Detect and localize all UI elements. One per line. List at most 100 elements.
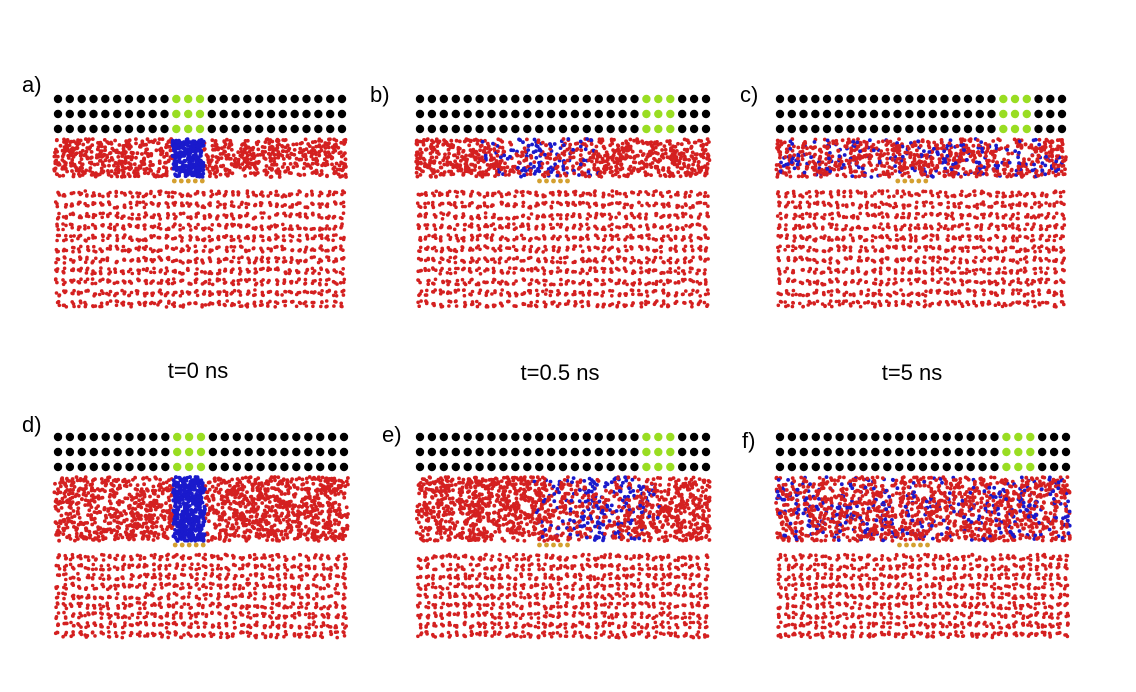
liquid-atom bbox=[618, 167, 623, 172]
top-atom bbox=[811, 124, 820, 134]
lattice-atom bbox=[149, 270, 153, 274]
liquid-atom bbox=[658, 173, 663, 178]
liquid-atom bbox=[298, 146, 303, 151]
liquid-atom bbox=[53, 154, 58, 158]
lattice-atom bbox=[309, 189, 314, 194]
lattice-atom bbox=[252, 278, 257, 282]
lattice-atom bbox=[497, 257, 502, 262]
lattice-atom bbox=[339, 304, 344, 308]
lattice-atom bbox=[114, 194, 118, 198]
lattice-atom bbox=[616, 281, 621, 285]
top-atom bbox=[231, 109, 240, 119]
lattice-atom bbox=[216, 300, 221, 305]
lattice-atom bbox=[108, 222, 113, 227]
lattice-atom bbox=[151, 225, 155, 230]
lattice-atom bbox=[224, 293, 229, 297]
liquid-atom bbox=[459, 168, 463, 173]
lattice-atom bbox=[158, 189, 163, 193]
mixed-atom bbox=[534, 149, 538, 153]
lattice-atom bbox=[535, 236, 539, 240]
liquid-atom bbox=[52, 168, 57, 172]
top-atom bbox=[893, 109, 902, 119]
lattice-atom bbox=[526, 190, 530, 194]
liquid-atom bbox=[485, 163, 490, 167]
liquid-atom bbox=[543, 170, 548, 175]
mixed-atom bbox=[536, 166, 540, 171]
lattice-atom bbox=[551, 256, 555, 260]
liquid-atom bbox=[90, 172, 95, 177]
lattice-atom bbox=[91, 202, 95, 207]
lattice-atom bbox=[482, 280, 486, 284]
liquid-atom bbox=[573, 141, 578, 146]
liquid-atom bbox=[294, 156, 299, 161]
top-atom bbox=[881, 94, 890, 104]
top-atom bbox=[570, 94, 580, 104]
lattice-atom bbox=[703, 268, 707, 272]
lattice-atom bbox=[203, 303, 208, 307]
lattice-atom bbox=[223, 205, 227, 210]
lattice-atom bbox=[108, 247, 112, 251]
lattice-atom bbox=[268, 238, 272, 242]
lattice-atom bbox=[71, 191, 76, 195]
liquid-atom bbox=[95, 162, 100, 166]
liquid-atom bbox=[207, 169, 212, 174]
lattice-atom bbox=[438, 272, 442, 276]
lattice-atom bbox=[239, 278, 243, 282]
lattice-atom bbox=[555, 304, 560, 309]
lattice-atom bbox=[564, 217, 569, 221]
lattice-atom bbox=[230, 224, 235, 228]
lattice-atom bbox=[304, 245, 309, 250]
liquid-atom bbox=[302, 166, 306, 171]
lattice-atom bbox=[419, 289, 424, 293]
liquid-atom bbox=[434, 155, 439, 160]
lattice-atom bbox=[55, 216, 60, 221]
top-atom bbox=[439, 109, 448, 119]
liquid-atom bbox=[544, 143, 548, 148]
top-atom bbox=[678, 124, 687, 134]
lattice-atom bbox=[416, 300, 420, 305]
lattice-atom bbox=[91, 269, 95, 273]
lattice-atom bbox=[431, 290, 436, 294]
lattice-atom bbox=[108, 244, 113, 248]
lattice-atom bbox=[258, 303, 263, 307]
lattice-atom bbox=[174, 215, 178, 219]
lattice-atom bbox=[115, 280, 119, 285]
lattice-atom bbox=[108, 226, 113, 230]
lattice-atom bbox=[618, 191, 622, 196]
lattice-atom bbox=[305, 267, 310, 272]
lattice-atom bbox=[115, 246, 120, 250]
top-atom bbox=[594, 124, 603, 134]
lattice-atom bbox=[689, 189, 693, 194]
lattice-atom bbox=[305, 234, 309, 239]
lattice-atom bbox=[217, 278, 222, 282]
mixed-atom bbox=[170, 153, 175, 158]
lattice-atom bbox=[260, 250, 265, 254]
liquid-atom bbox=[325, 173, 329, 178]
lattice-atom bbox=[178, 270, 182, 275]
mixed-atom bbox=[186, 168, 191, 173]
liquid-atom bbox=[281, 157, 286, 161]
lattice-atom bbox=[415, 201, 420, 205]
lattice-atom bbox=[282, 238, 287, 243]
lattice-atom bbox=[593, 233, 598, 237]
lattice-atom bbox=[280, 195, 285, 199]
lattice-atom bbox=[282, 211, 286, 216]
liquid-atom bbox=[461, 172, 466, 177]
lattice-atom bbox=[419, 192, 424, 197]
liquid-atom bbox=[342, 142, 346, 146]
liquid-atom bbox=[264, 164, 269, 168]
liquid-atom bbox=[89, 160, 94, 165]
liquid-atom bbox=[421, 142, 426, 147]
lattice-atom bbox=[269, 247, 273, 251]
liquid-atom bbox=[620, 147, 625, 152]
lattice-atom bbox=[135, 191, 139, 195]
top-atom bbox=[160, 109, 169, 119]
lattice-atom bbox=[165, 216, 170, 220]
mixed-atom bbox=[198, 142, 203, 147]
lattice-atom bbox=[690, 248, 695, 253]
lattice-atom bbox=[565, 255, 569, 259]
lattice-atom bbox=[115, 259, 119, 264]
liquid-atom bbox=[611, 148, 615, 152]
lattice-atom bbox=[55, 238, 59, 243]
liquid-atom bbox=[334, 161, 339, 166]
